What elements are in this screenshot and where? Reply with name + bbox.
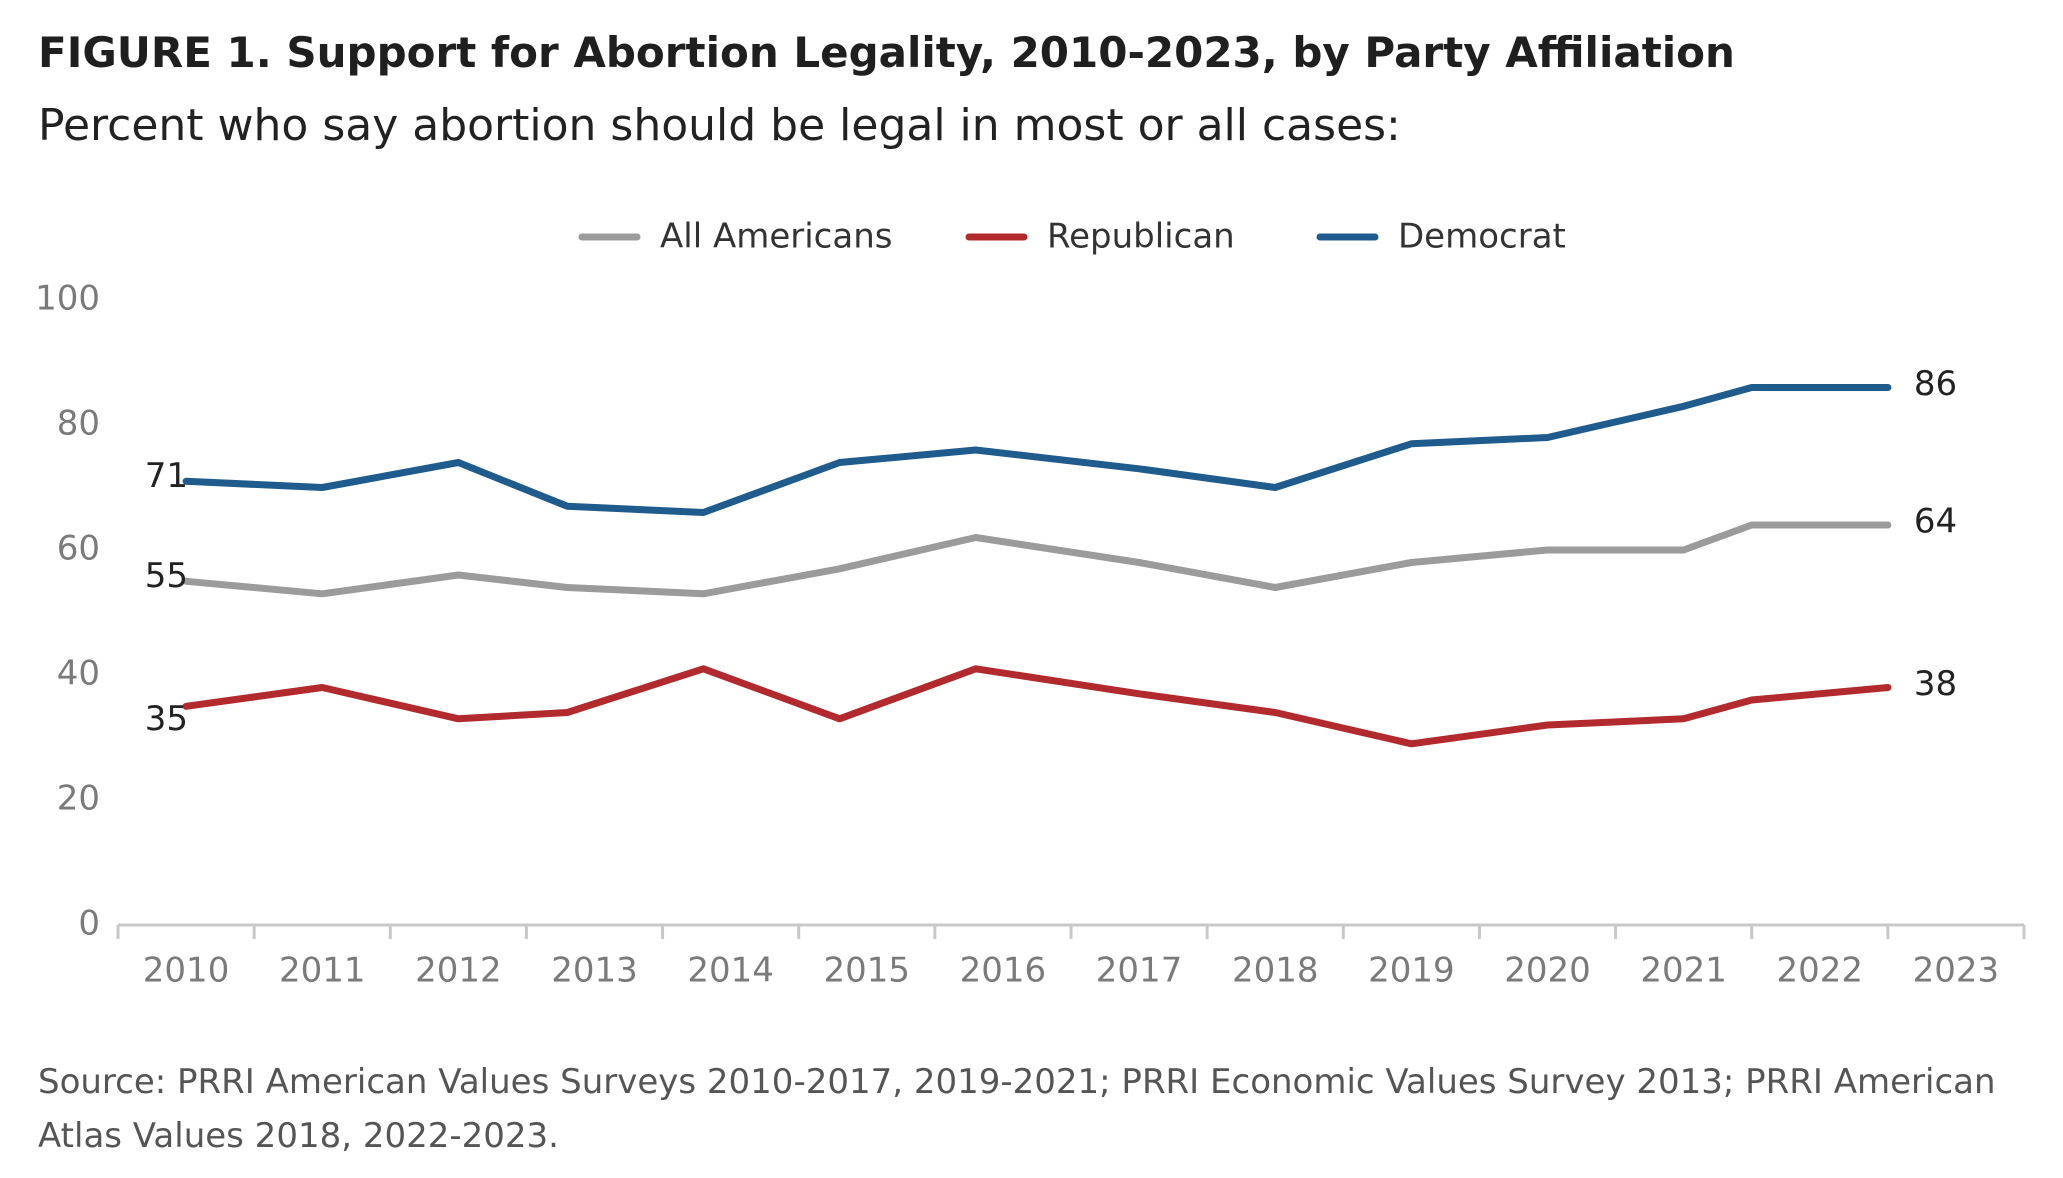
x-tick-label: 2019 xyxy=(1368,951,1455,991)
x-tick-label: 2018 xyxy=(1232,951,1319,991)
chart-subtitle: Percent who say abortion should be legal… xyxy=(38,100,1401,151)
x-tick-label: 2012 xyxy=(415,951,502,991)
series-line-all-americans xyxy=(182,521,1892,598)
x-tick-label: 2023 xyxy=(1913,951,2000,991)
x-tick-label: 2017 xyxy=(1096,951,1183,991)
data-labels: 55 64 35 38 71 86 xyxy=(145,364,1957,739)
x-axis: 2010 2011 2012 2013 2014 2015 2016 2017 2018 2019… xyxy=(116,923,2026,991)
series-line-democrat xyxy=(182,384,1892,516)
chart-title: FIGURE 1. Support for Abortion Legality,… xyxy=(38,28,1735,77)
series-line-republican xyxy=(182,665,1892,748)
x-tick-label: 2022 xyxy=(1777,951,1864,991)
y-tick-label: 80 xyxy=(57,404,100,444)
y-tick-label: 40 xyxy=(57,654,100,694)
data-label-start: 35 xyxy=(145,699,188,739)
data-label-end: 64 xyxy=(1914,502,1957,542)
x-tick-label: 2021 xyxy=(1640,951,1727,991)
data-label-start: 71 xyxy=(145,456,188,496)
legend: All Americans Republican Democrat xyxy=(578,217,1566,257)
x-tick-label: 2011 xyxy=(279,951,366,991)
x-tick-label: 2013 xyxy=(551,951,638,991)
x-tick-label: 2010 xyxy=(143,951,230,991)
y-tick-label: 20 xyxy=(57,779,100,819)
x-tick-label: 2015 xyxy=(824,951,911,991)
x-tick-label: 2014 xyxy=(687,951,774,991)
y-tick-label: 60 xyxy=(57,529,100,569)
data-label-start: 55 xyxy=(145,556,188,596)
legend-label: Democrat xyxy=(1398,217,1566,257)
source-note: Source: PRRI American Values Surveys 201… xyxy=(38,1062,1996,1156)
y-tick-label: 0 xyxy=(78,904,100,944)
series-lines xyxy=(182,384,1892,748)
x-tick-label: 2020 xyxy=(1504,951,1591,991)
y-tick-label: 100 xyxy=(35,279,100,319)
legend-label: All Americans xyxy=(660,217,892,257)
line-chart: All Americans Republican Democrat 0 20 40 60 8… xyxy=(35,217,2026,991)
legend-label: Republican xyxy=(1047,217,1235,257)
data-label-end: 38 xyxy=(1914,664,1957,704)
y-axis: 0 20 40 60 80 100 xyxy=(35,279,100,944)
x-tick-label: 2016 xyxy=(960,951,1047,991)
data-label-end: 86 xyxy=(1914,364,1957,404)
